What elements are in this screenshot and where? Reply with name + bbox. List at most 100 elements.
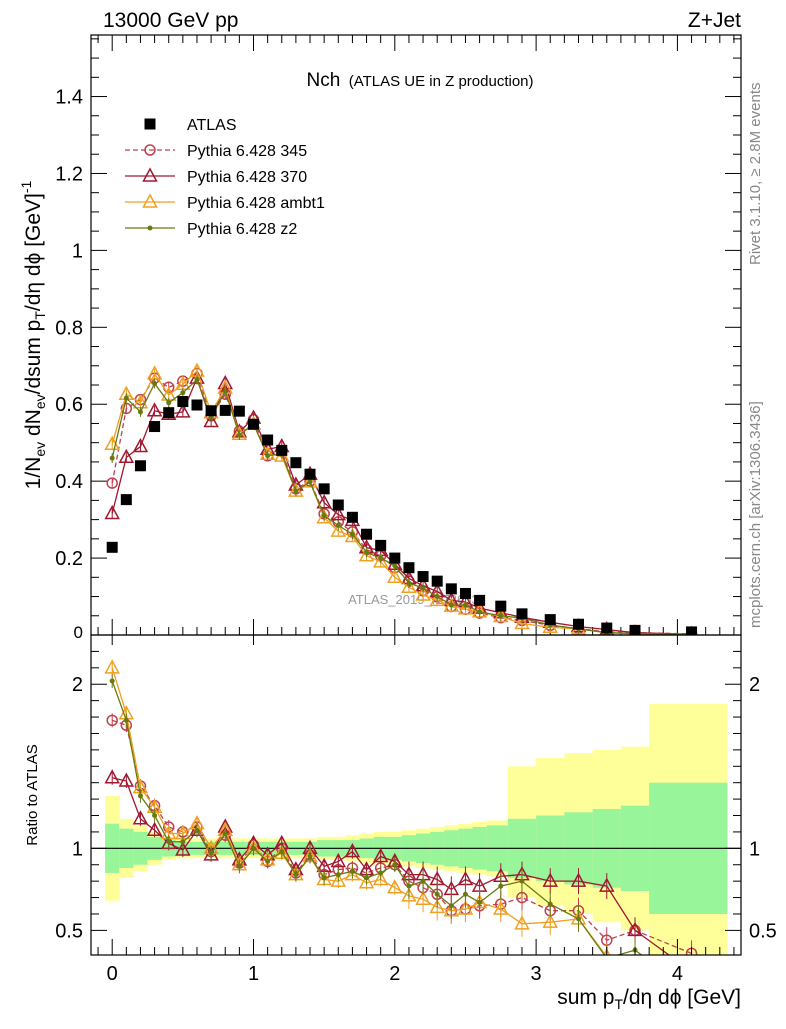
x-tick-label: 1: [248, 963, 259, 985]
atlas-data-point: [601, 622, 613, 634]
atlas-data-point: [120, 494, 132, 506]
atlas-data-point: [332, 499, 344, 511]
rivet-label: Rivet 3.1.10, ≥ 2.8M events: [747, 83, 764, 266]
atlas-data-point: [361, 528, 373, 540]
ratio-data-point: [477, 899, 483, 905]
main-data-point: [123, 395, 129, 401]
atlas-data-point: [191, 399, 203, 411]
ratio-y-axis-title: Ratio to ATLAS: [24, 744, 41, 845]
main-data-point: [236, 432, 242, 438]
atlas-data-point: [459, 587, 471, 599]
legend-label: ATLAS: [187, 117, 237, 134]
ratio-data-point: [251, 845, 256, 851]
atlas-data-point: [219, 404, 231, 416]
ratio-data-point: [493, 900, 509, 915]
main-data-point: [457, 600, 474, 615]
mcplots-label: mcplots.cern.ch [arXiv:1306.3436]: [747, 401, 764, 628]
legend-marker: [144, 118, 156, 130]
main-y-tick-label: 0.8: [55, 317, 83, 339]
ratio-data-point: [118, 772, 135, 787]
atlas-data-point: [346, 511, 358, 523]
ratio-data-point: [349, 868, 355, 874]
chart-title: Nch (ATLAS UE in Z production): [306, 70, 533, 91]
main-data-point: [146, 402, 163, 417]
legend-label: Pythia 6.428 370: [187, 169, 307, 186]
ratio-data-point: [222, 831, 228, 837]
legend-label: Pythia 6.428 z2: [187, 221, 297, 238]
ratio-y-tick-label: 0.5: [55, 920, 83, 942]
legend-marker: [147, 225, 153, 231]
ratio-data-point: [498, 883, 504, 889]
ratio-data-point: [420, 878, 426, 884]
x-tick-label: 3: [531, 963, 542, 985]
main-data-point: [194, 377, 200, 383]
main-y-tick-label: 0.2: [55, 548, 83, 570]
main-data-point: [307, 479, 313, 485]
ratio-panel-frame: [90, 634, 742, 956]
ratio-data-point: [109, 678, 115, 684]
main-data-point: [349, 531, 355, 537]
atlas-data-point: [205, 405, 217, 417]
ratio-data-point: [265, 858, 271, 864]
atlas-data-point: [248, 418, 259, 430]
atlas-data-point: [375, 539, 387, 551]
main-data-point: [392, 563, 398, 569]
main-y-axis-title: 1/Nev dNev/dsum pT/dη dϕ [GeV]-1: [18, 180, 48, 489]
chart-title-main: Nch: [306, 70, 340, 91]
main-panel-series: [104, 362, 698, 635]
ratio-panel-series: [104, 659, 698, 976]
atlas-data-point: [389, 552, 401, 564]
x-tick-label: 0: [107, 963, 118, 985]
ratio-data-point: [605, 956, 609, 960]
main-panel-axes: 0.2 0.4 0.6 0.8 1 1.2 1.4 0: [55, 35, 741, 642]
main-data-point: [265, 453, 271, 459]
x-tick-label: 4: [672, 963, 683, 985]
process-label: Z+Jet: [688, 9, 741, 32]
ratio-y-tick-label-right: 1: [749, 838, 760, 860]
main-data-point: [514, 614, 530, 630]
main-data-point: [106, 477, 118, 489]
ratio-data-point: [330, 872, 347, 887]
ratio-y-tick-label-right: 0.5: [749, 920, 777, 942]
ratio-data-point: [180, 839, 186, 845]
main-data-point: [166, 400, 172, 406]
legend-marker: [144, 144, 156, 156]
ratio-data-point: [104, 769, 120, 784]
atlas-data-point: [495, 600, 507, 612]
main-data-point: [477, 609, 483, 615]
ratio-data-point: [685, 964, 698, 976]
main-data-point: [137, 409, 143, 415]
main-series-line: [111, 376, 692, 635]
ratio-data-point: [401, 887, 417, 902]
ratio-data-point: [599, 877, 615, 892]
main-data-point: [498, 613, 504, 619]
atlas-data-point: [573, 618, 584, 630]
ratio-data-point: [279, 849, 285, 855]
atlas-data-point: [403, 562, 415, 574]
ratio-data-point: [429, 898, 445, 914]
ratio-data-point: [415, 890, 431, 905]
ratio-data-point: [104, 659, 120, 674]
ratio-data-point: [514, 915, 530, 930]
atlas-data-point: [290, 457, 302, 469]
ratio-data-point: [132, 810, 149, 825]
main-data-point: [132, 437, 149, 453]
ratio-data-point: [194, 827, 200, 833]
ratio-data-point: [406, 883, 412, 889]
atlas-data-point: [544, 614, 556, 626]
main-data-point: [180, 390, 186, 396]
main-y-zero-label: 0: [74, 623, 83, 642]
main-data-point: [203, 412, 219, 428]
main-data-point: [120, 402, 133, 415]
ratio-data-point: [457, 900, 474, 915]
main-data-point: [335, 522, 341, 528]
main-series-line: [111, 372, 692, 635]
ratio-data-point: [570, 872, 587, 887]
ratio-data-point: [364, 875, 370, 881]
legend-marker: [142, 193, 158, 208]
main-data-point: [152, 380, 158, 386]
main-data-point: [175, 403, 191, 418]
main-data-point: [434, 594, 440, 600]
legend-marker: [142, 167, 158, 182]
